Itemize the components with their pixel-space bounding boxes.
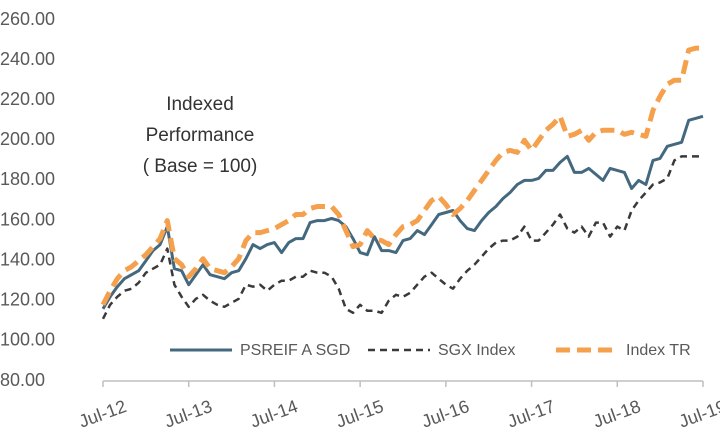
legend-label: Index TR bbox=[626, 342, 691, 359]
y-tick-label: 120.00 bbox=[0, 290, 55, 310]
x-tick-label: Jul-14 bbox=[248, 396, 301, 432]
x-tick-label: Jul-13 bbox=[162, 396, 215, 432]
y-tick-label: 180.00 bbox=[0, 169, 55, 189]
y-tick-label: 140.00 bbox=[0, 249, 55, 269]
x-tick-label: Jul-12 bbox=[76, 396, 129, 432]
y-tick-label: 260.00 bbox=[0, 9, 55, 29]
x-tick-label: Jul-17 bbox=[505, 396, 558, 432]
series-line bbox=[101, 114, 704, 310]
annotation: ( Base = 100) bbox=[143, 156, 258, 177]
annotation: Indexed bbox=[166, 94, 234, 115]
y-tick-label: 100.00 bbox=[0, 330, 55, 350]
x-tick-label: Jul-15 bbox=[333, 396, 386, 432]
x-tick-label: Jul-19 bbox=[676, 396, 720, 432]
legend-label: SGX Index bbox=[438, 342, 515, 359]
y-tick-label: 160.00 bbox=[0, 209, 55, 229]
series-line bbox=[101, 155, 703, 320]
y-tick-label: 240.00 bbox=[0, 49, 55, 69]
y-tick-label: 200.00 bbox=[0, 129, 55, 149]
legend-label: PSREIF A SGD bbox=[240, 342, 350, 359]
series-line bbox=[100, 45, 703, 306]
x-tick-label: Jul-16 bbox=[419, 396, 472, 432]
y-tick-label: 80.00 bbox=[0, 370, 45, 390]
y-tick-label: 220.00 bbox=[0, 89, 55, 109]
x-tick-label: Jul-18 bbox=[590, 396, 643, 432]
annotation: Performance bbox=[146, 125, 255, 146]
